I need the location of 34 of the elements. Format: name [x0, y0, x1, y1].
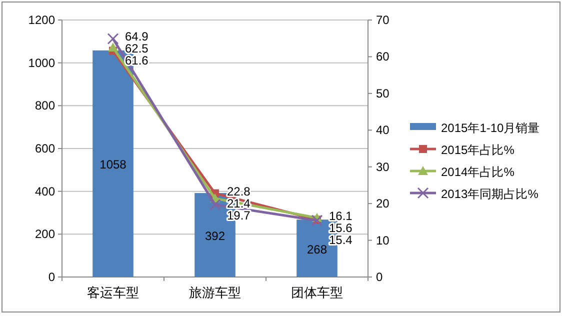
y2-tick-label: 30 — [376, 160, 390, 174]
point — [209, 198, 221, 210]
data-label: 22.8 — [227, 184, 251, 198]
y-tick-label: 1000 — [28, 56, 56, 70]
y-tick-label: 0 — [48, 270, 56, 284]
y2-tick-label: 60 — [376, 50, 390, 64]
x-tick-label: 客运车型 — [87, 285, 139, 300]
data-label: 64.9 — [125, 30, 149, 44]
y2-tick-label: 0 — [376, 270, 383, 284]
y-tick-label: 400 — [34, 184, 56, 198]
legend-label: 2015年1-10月销量 — [441, 121, 540, 135]
data-label: 21.4 — [227, 196, 251, 210]
y-tick-label: 800 — [34, 98, 56, 113]
y-tick-label: 600 — [34, 142, 56, 156]
point — [107, 32, 119, 44]
legend-label: 2014年占比% — [441, 165, 515, 179]
data-label: 16.1 — [329, 208, 353, 223]
point — [311, 214, 323, 226]
x-tick-label: 团体车型 — [291, 285, 343, 300]
data-label: 62.5 — [125, 42, 149, 56]
y2-tick-label: 10 — [376, 233, 390, 248]
y2-tick-label: 40 — [376, 123, 390, 138]
data-label: 1058 — [100, 158, 127, 172]
point — [108, 42, 118, 52]
y2-tick-label: 70 — [376, 13, 390, 27]
data-label: 392 — [204, 229, 226, 244]
y-tick-label: 1200 — [28, 13, 56, 27]
y-tick-label: 200 — [34, 227, 56, 242]
legend-label: 2015年占比% — [441, 143, 515, 157]
legend-label: 2013年同期占比% — [441, 187, 539, 201]
data-label: 268 — [306, 242, 328, 256]
y2-tick-label: 20 — [376, 196, 390, 211]
x-tick-label: 旅游车型 — [189, 285, 241, 300]
y2-tick-label: 50 — [376, 86, 390, 100]
